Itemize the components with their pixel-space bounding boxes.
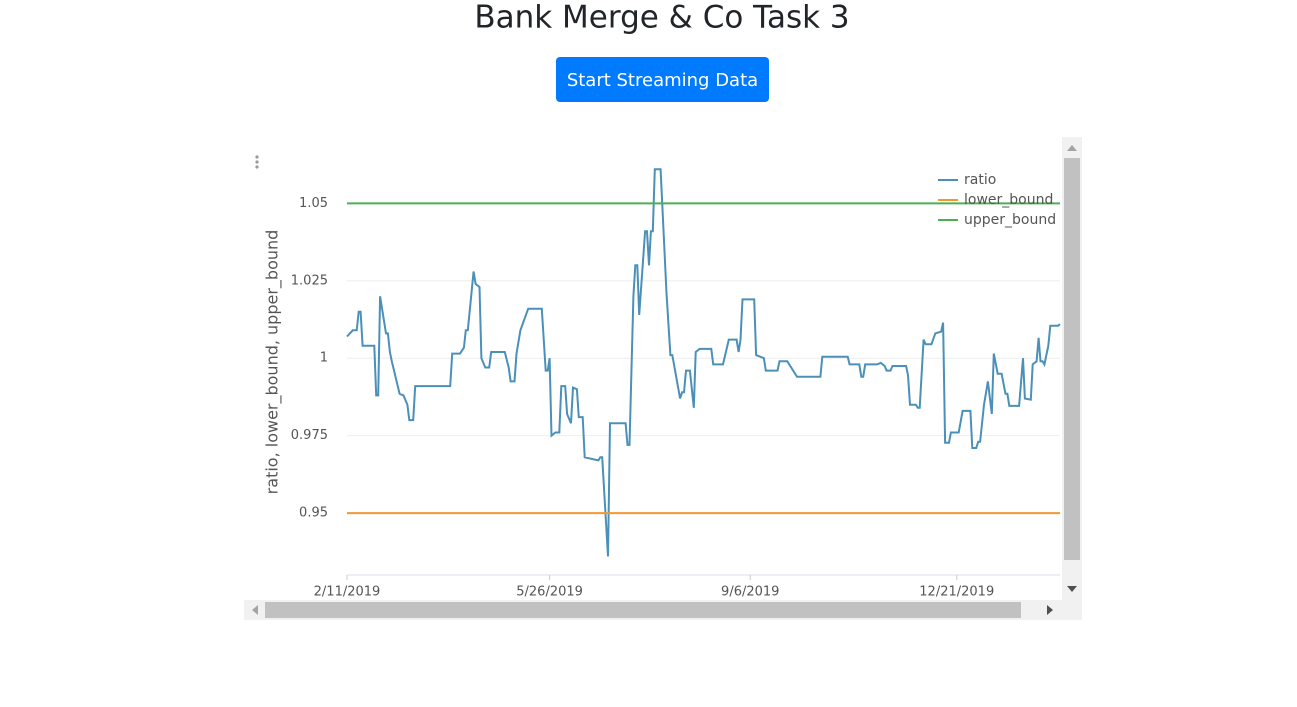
series-line — [346, 168, 1061, 557]
scroll-up[interactable] — [1067, 145, 1077, 151]
x-tick-label: 2/11/2019 — [314, 585, 381, 600]
y-axis-title: ratio, lower_bound, upper_bound — [263, 230, 283, 495]
y-tick-label: 1 — [320, 351, 328, 366]
legend-label: lower_bound — [964, 192, 1053, 208]
plot: 0.95 0.975 1 1.025 1.05 2/11/2019 5/26/2019 9/6… — [291, 168, 1061, 600]
menu-dots[interactable] — [255, 155, 259, 169]
page-title: Bank Merge & Co Task 3 — [474, 0, 849, 36]
scroll-right[interactable] — [1047, 605, 1053, 615]
x-tick-label: 5/26/2019 — [516, 585, 583, 600]
scroll-left[interactable] — [252, 605, 258, 615]
h-scroll-thumb[interactable] — [265, 602, 1021, 618]
y-tick-label: 1.05 — [299, 196, 328, 211]
button-label[interactable]: Start Streaming Data — [567, 70, 758, 91]
v-scroll-thumb[interactable] — [1064, 158, 1080, 560]
y-tick-label: 1.025 — [291, 273, 328, 288]
y-tick-label: 0.95 — [299, 506, 328, 521]
x-tick-label: 9/6/2019 — [721, 585, 779, 600]
scroll-down[interactable] — [1067, 586, 1077, 592]
x-tick-label: 12/21/2019 — [919, 585, 994, 600]
legend-label: upper_bound — [964, 212, 1056, 228]
legend-label: ratio — [964, 172, 996, 188]
stream-button[interactable] — [556, 57, 769, 102]
y-tick-label: 0.975 — [291, 428, 328, 443]
